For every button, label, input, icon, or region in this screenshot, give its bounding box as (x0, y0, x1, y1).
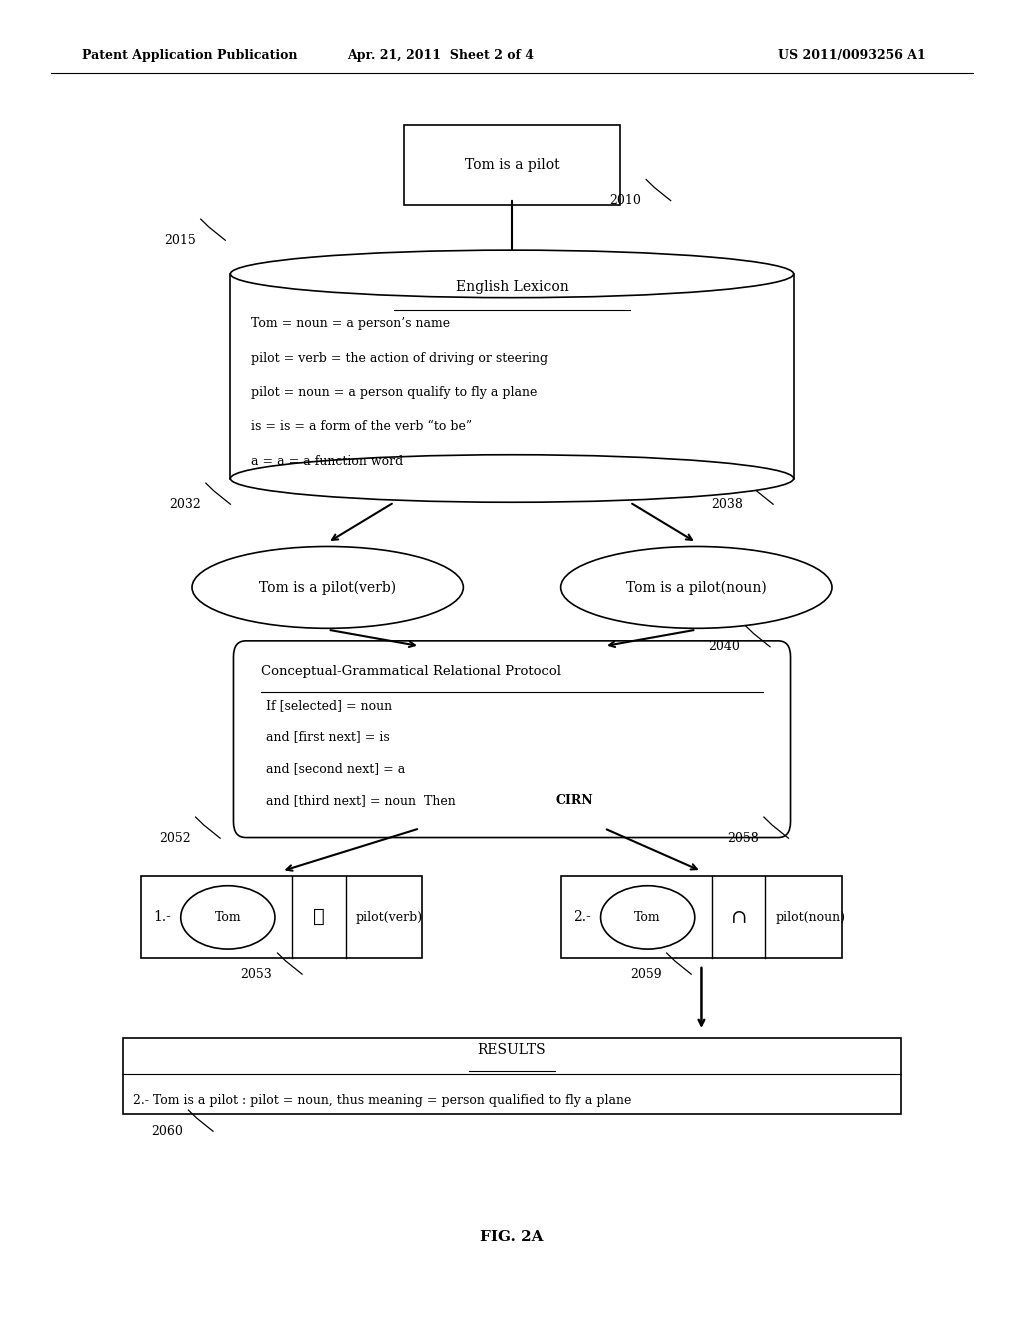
Ellipse shape (600, 886, 695, 949)
Text: 2.- Tom is a pilot : pilot = noun, thus meaning = person qualified to fly a plan: 2.- Tom is a pilot : pilot = noun, thus … (133, 1094, 632, 1107)
Text: If [selected] = noun: If [selected] = noun (266, 700, 392, 711)
Text: RESULTS: RESULTS (477, 1043, 547, 1057)
FancyBboxPatch shape (233, 642, 791, 838)
Text: Tom is a pilot(noun): Tom is a pilot(noun) (626, 581, 767, 594)
Text: Apr. 21, 2011  Sheet 2 of 4: Apr. 21, 2011 Sheet 2 of 4 (347, 49, 534, 62)
FancyBboxPatch shape (123, 1038, 901, 1114)
Text: 2052: 2052 (159, 832, 190, 845)
Ellipse shape (230, 455, 794, 503)
Text: 2038: 2038 (712, 498, 743, 511)
Text: Tom: Tom (214, 911, 242, 924)
FancyBboxPatch shape (141, 876, 423, 958)
Text: 2032: 2032 (169, 498, 201, 511)
Text: FIG. 2A: FIG. 2A (480, 1230, 544, 1243)
Text: a = a = a function word: a = a = a function word (251, 454, 403, 467)
Text: pilot = noun = a person qualify to fly a plane: pilot = noun = a person qualify to fly a… (251, 387, 538, 399)
Text: pilot = verb = the action of driving or steering: pilot = verb = the action of driving or … (251, 352, 548, 364)
Text: and [second next] = a: and [second next] = a (266, 763, 406, 775)
Text: 2058: 2058 (727, 832, 759, 845)
Text: 2059: 2059 (630, 968, 662, 981)
Text: is = is = a form of the verb “to be”: is = is = a form of the verb “to be” (251, 420, 472, 433)
Text: 2.-: 2.- (573, 911, 591, 924)
Text: Patent Application Publication: Patent Application Publication (82, 49, 297, 62)
FancyBboxPatch shape (230, 275, 794, 479)
Ellipse shape (230, 251, 794, 298)
Text: Conceptual-Grammatical Relational Protocol: Conceptual-Grammatical Relational Protoc… (261, 665, 561, 677)
Ellipse shape (181, 886, 274, 949)
Text: and [first next] = is: and [first next] = is (266, 731, 390, 743)
Text: 2053: 2053 (241, 968, 272, 981)
Text: Tom is a pilot: Tom is a pilot (465, 158, 559, 172)
Text: Tom = noun = a person’s name: Tom = noun = a person’s name (251, 318, 450, 330)
Text: Tom: Tom (634, 911, 662, 924)
Text: Tom is a pilot(verb): Tom is a pilot(verb) (259, 581, 396, 594)
Text: CIRN: CIRN (555, 795, 593, 807)
Text: English Lexicon: English Lexicon (456, 281, 568, 294)
Text: 1.-: 1.- (154, 911, 171, 924)
Text: ⋂: ⋂ (313, 908, 325, 927)
Text: 2015: 2015 (164, 234, 196, 247)
Text: and [third next] = noun  Then: and [third next] = noun Then (266, 795, 460, 807)
Ellipse shape (193, 546, 463, 628)
Text: ∩: ∩ (731, 908, 746, 927)
Text: US 2011/0093256 A1: US 2011/0093256 A1 (778, 49, 926, 62)
FancyBboxPatch shape (561, 876, 843, 958)
Text: pilot(noun): pilot(noun) (776, 911, 846, 924)
Text: 2040: 2040 (709, 640, 740, 653)
Text: 2010: 2010 (609, 194, 641, 207)
FancyBboxPatch shape (404, 125, 620, 205)
Text: pilot(verb): pilot(verb) (356, 911, 423, 924)
Ellipse shape (561, 546, 831, 628)
Text: 2060: 2060 (152, 1125, 183, 1138)
